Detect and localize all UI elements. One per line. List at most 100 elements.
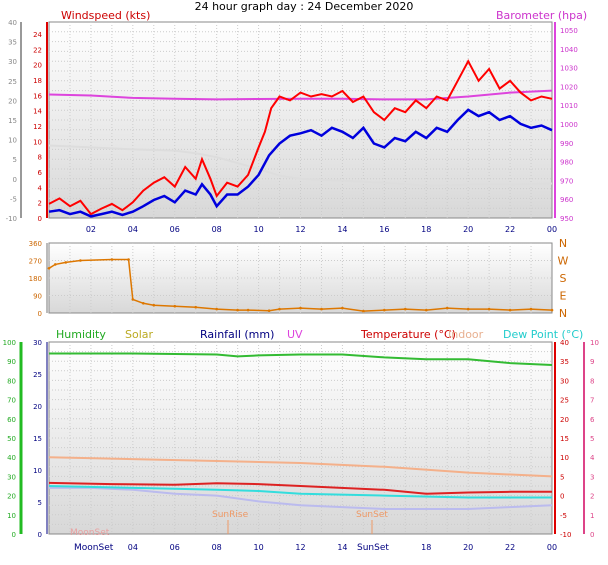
x-tick-label: 08 bbox=[212, 225, 222, 234]
direction-tick-label: 0 bbox=[38, 310, 42, 318]
uv-tick-label: 7 bbox=[590, 397, 594, 405]
wind-gust-line bbox=[48, 59, 553, 216]
direction-tick-label: 180 bbox=[29, 275, 42, 283]
temp-tick-label: 5 bbox=[13, 156, 17, 164]
direction-point bbox=[267, 309, 271, 313]
direction-point bbox=[173, 304, 177, 308]
compass-label: E bbox=[560, 290, 567, 303]
sunrise-annotation: SunRise bbox=[212, 510, 249, 520]
chart-title: 24 hour graph day : 24 December 2020 bbox=[195, 0, 414, 13]
x-tick-label: 08 bbox=[212, 543, 222, 552]
x-tick-label: 00 bbox=[547, 543, 557, 552]
temp-tick-label: 40 bbox=[8, 19, 17, 27]
wind-tick-label: 10 bbox=[33, 138, 42, 146]
compass-label: S bbox=[560, 272, 567, 285]
temperature-label: Temperature (°C) bbox=[360, 328, 456, 341]
x-tick-label: 04 bbox=[128, 543, 138, 552]
direction-point bbox=[215, 307, 218, 311]
direction-point bbox=[320, 307, 323, 311]
humidity-tick-label: 0 bbox=[12, 531, 16, 539]
humidity-temp-panel: 1009080706050403020100302520151050403530… bbox=[3, 328, 599, 553]
baro-tick-label: 970 bbox=[560, 177, 573, 185]
x-tick-label: 04 bbox=[128, 225, 138, 234]
direction-point bbox=[152, 303, 156, 307]
x-tick-label: 20 bbox=[463, 543, 473, 552]
temp-tick-label: -10 bbox=[560, 531, 571, 539]
direction-point bbox=[142, 302, 145, 305]
rainfall-tick-label: 20 bbox=[33, 403, 42, 411]
temp-tick-label: -5 bbox=[560, 512, 567, 520]
temp-tick-label: 0 bbox=[560, 493, 564, 501]
humidity-tick-label: 70 bbox=[7, 397, 16, 405]
direction-point bbox=[194, 305, 197, 309]
x-tick-label: 22 bbox=[505, 543, 515, 552]
temp-tick-label: 15 bbox=[8, 117, 17, 125]
solar-line bbox=[49, 486, 553, 510]
humidity-line bbox=[49, 352, 553, 366]
direction-point bbox=[64, 261, 68, 264]
indoor-label: Indoor bbox=[448, 328, 484, 341]
humidity-tick-label: 60 bbox=[7, 416, 16, 424]
wind-tick-label: 4 bbox=[38, 184, 43, 192]
direction-point bbox=[341, 306, 344, 310]
rainfall-label: Rainfall (mm) bbox=[200, 328, 274, 341]
wind-tick-label: 24 bbox=[33, 31, 42, 39]
x-tick-label: 20 bbox=[463, 225, 473, 234]
wind-tick-label: 6 bbox=[38, 169, 43, 177]
uv-tick-label: 0 bbox=[590, 531, 594, 539]
direction-point bbox=[550, 308, 554, 312]
uv-tick-label: 2 bbox=[590, 493, 594, 501]
x-tick-label: 12 bbox=[295, 543, 305, 552]
baro-tick-label: 1050 bbox=[560, 27, 578, 35]
wind-tick-label: 0 bbox=[38, 215, 42, 223]
humidity-tick-label: 10 bbox=[7, 512, 16, 520]
direction-point bbox=[79, 259, 82, 262]
direction-point bbox=[404, 307, 407, 311]
wind-average-line bbox=[48, 108, 553, 218]
wind-direction-plot-area bbox=[48, 242, 553, 314]
rainfall-tick-label: 25 bbox=[33, 371, 42, 379]
rainfall-tick-label: 10 bbox=[33, 467, 42, 475]
direction-point bbox=[127, 258, 130, 261]
temp-tick-label: 35 bbox=[8, 39, 17, 47]
direction-point bbox=[445, 306, 449, 310]
humidity-tick-label: 20 bbox=[7, 493, 16, 501]
wind-tick-label: 14 bbox=[33, 108, 42, 116]
wind-tick-label: 22 bbox=[33, 46, 42, 54]
wind-tick-label: 2 bbox=[38, 200, 42, 208]
x-tick-label: 18 bbox=[421, 225, 431, 234]
temperature-line bbox=[48, 144, 553, 187]
wind-tick-label: 18 bbox=[33, 77, 42, 85]
wind-baro-panel: 4035302520151050-5-102422201816141210864… bbox=[6, 9, 588, 234]
humidity-label: Humidity bbox=[56, 328, 106, 341]
temp-tick-label: 30 bbox=[8, 58, 17, 66]
x-tick-label: 00 bbox=[547, 225, 557, 234]
direction-point bbox=[466, 307, 470, 311]
direction-point bbox=[383, 308, 386, 312]
temp-tick-label: 40 bbox=[560, 339, 569, 347]
direction-tick-label: 90 bbox=[33, 293, 42, 301]
uv-tick-label: 6 bbox=[590, 416, 595, 424]
windspeed-label: Windspeed (kts) bbox=[61, 9, 150, 22]
temp-tick-label: 0 bbox=[13, 176, 17, 184]
dew-point-line bbox=[48, 485, 552, 499]
x-tick-label: 18 bbox=[421, 543, 431, 552]
sunset-axis-label: SunSet bbox=[357, 543, 389, 553]
direction-point bbox=[362, 309, 365, 313]
dew-point-label: Dew Point (°C) bbox=[503, 328, 583, 341]
direction-point bbox=[425, 308, 428, 312]
direction-point bbox=[299, 306, 302, 310]
x-tick-label: 12 bbox=[295, 225, 305, 234]
direction-point bbox=[47, 267, 51, 270]
uv-label: UV bbox=[287, 328, 303, 341]
temp-tick-label: 15 bbox=[560, 435, 569, 443]
uv-tick-label: 5 bbox=[590, 435, 594, 443]
solar-label: Solar bbox=[125, 328, 154, 341]
temp-tick-label: 35 bbox=[560, 358, 569, 366]
temp-tick-label: 5 bbox=[560, 473, 564, 481]
uv-tick-label: 1 bbox=[590, 512, 594, 520]
temp-tick-label: 25 bbox=[560, 397, 569, 405]
x-tick-label: 14 bbox=[337, 225, 347, 234]
